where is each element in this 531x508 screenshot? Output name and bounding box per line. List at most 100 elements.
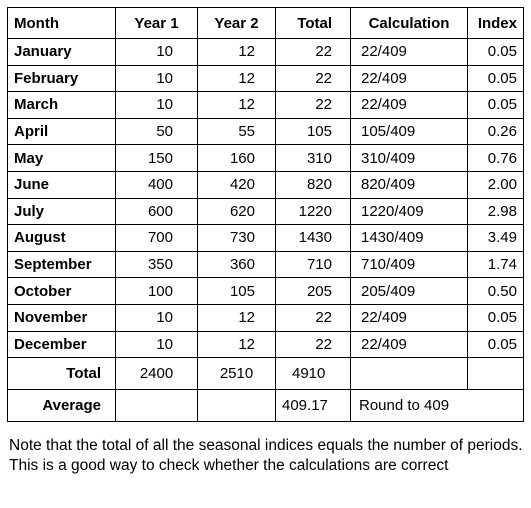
table-row: April 50 55 105 105/409 0.26	[7, 117, 524, 146]
header-year1: Year 1	[115, 7, 198, 39]
year2-cell: 12	[197, 91, 276, 119]
year2-cell: 12	[197, 64, 276, 93]
total-cell: 1220	[275, 197, 351, 226]
year2-cell: 105	[197, 277, 276, 305]
total-calculation-empty	[350, 357, 468, 391]
total-cell: 22	[275, 38, 351, 66]
index-cell: 0.05	[467, 330, 524, 359]
table-row: July 600 620 1220 1220/409 2.98	[7, 197, 524, 226]
total-label: Total	[7, 357, 116, 391]
calculation-cell: 310/409	[350, 144, 468, 172]
table-row: June 400 420 820 820/409 2.00	[7, 170, 524, 199]
total-cell: 820	[275, 170, 351, 199]
total-cell: 205	[275, 277, 351, 305]
header-year2: Year 2	[197, 7, 276, 39]
calculation-cell: 1430/409	[350, 224, 468, 252]
year1-cell: 10	[115, 303, 198, 332]
average-row: Average 409.17 Round to 409	[7, 389, 524, 423]
month-cell: July	[7, 197, 116, 226]
month-cell: January	[7, 38, 116, 66]
year1-cell: 10	[115, 64, 198, 93]
calculation-cell: 22/409	[350, 38, 468, 66]
header-month: Month	[7, 7, 116, 39]
total-cell: 22	[275, 330, 351, 359]
year1-cell: 600	[115, 197, 198, 226]
total-cell: 710	[275, 250, 351, 279]
total-cell: 1430	[275, 224, 351, 252]
year2-cell: 360	[197, 250, 276, 279]
index-cell: 1.74	[467, 250, 524, 279]
year2-cell: 12	[197, 330, 276, 359]
calculation-cell: 710/409	[350, 250, 468, 279]
index-cell: 2.00	[467, 170, 524, 199]
index-cell: 0.05	[467, 91, 524, 119]
index-cell: 2.98	[467, 197, 524, 226]
year2-cell: 620	[197, 197, 276, 226]
year2-cell: 12	[197, 38, 276, 66]
seasonal-index-table: Month Year 1 Year 2 Total Calculation In…	[7, 7, 524, 423]
header-total: Total	[275, 7, 351, 39]
total-total: 4910	[275, 357, 351, 391]
total-row: Total 2400 2510 4910	[7, 357, 524, 391]
year1-cell: 100	[115, 277, 198, 305]
year1-cell: 150	[115, 144, 198, 172]
calculation-cell: 1220/409	[350, 197, 468, 226]
month-cell: June	[7, 170, 116, 199]
index-cell: 3.49	[467, 224, 524, 252]
year2-cell: 730	[197, 224, 276, 252]
calculation-cell: 22/409	[350, 303, 468, 332]
calculation-cell: 22/409	[350, 91, 468, 119]
table-row: August 700 730 1430 1430/409 3.49	[7, 224, 524, 252]
year2-cell: 55	[197, 117, 276, 146]
index-cell: 0.50	[467, 277, 524, 305]
header-index: Index	[467, 7, 524, 39]
index-cell: 0.05	[467, 38, 524, 66]
year1-cell: 10	[115, 91, 198, 119]
calculation-cell: 820/409	[350, 170, 468, 199]
month-cell: February	[7, 64, 116, 93]
table-row: September 350 360 710 710/409 1.74	[7, 250, 524, 279]
table-row: March 10 12 22 22/409 0.05	[7, 91, 524, 119]
total-year1: 2400	[115, 357, 198, 391]
total-cell: 310	[275, 144, 351, 172]
year1-cell: 400	[115, 170, 198, 199]
table-row: December 10 12 22 22/409 0.05	[7, 330, 524, 359]
table-row: May 150 160 310 310/409 0.76	[7, 144, 524, 172]
total-cell: 105	[275, 117, 351, 146]
year2-cell: 420	[197, 170, 276, 199]
header-calculation: Calculation	[350, 7, 468, 39]
footnote: Note that the total of all the seasonal …	[9, 437, 523, 474]
calculation-cell: 205/409	[350, 277, 468, 305]
index-cell: 0.26	[467, 117, 524, 146]
total-cell: 22	[275, 64, 351, 93]
total-cell: 22	[275, 303, 351, 332]
table-row: October 100 105 205 205/409 0.50	[7, 277, 524, 305]
month-cell: August	[7, 224, 116, 252]
month-cell: September	[7, 250, 116, 279]
year1-cell: 50	[115, 117, 198, 146]
year1-cell: 350	[115, 250, 198, 279]
index-cell: 0.05	[467, 303, 524, 332]
average-round-note: Round to 409	[350, 389, 524, 423]
table-row: February 10 12 22 22/409 0.05	[7, 64, 524, 93]
year1-cell: 700	[115, 224, 198, 252]
year2-cell: 160	[197, 144, 276, 172]
month-cell: October	[7, 277, 116, 305]
month-cell: March	[7, 91, 116, 119]
month-cell: May	[7, 144, 116, 172]
year1-cell: 10	[115, 38, 198, 66]
index-cell: 0.05	[467, 64, 524, 93]
header-row: Month Year 1 Year 2 Total Calculation In…	[7, 7, 524, 39]
month-cell: December	[7, 330, 116, 359]
year2-cell: 12	[197, 303, 276, 332]
average-label: Average	[7, 389, 116, 423]
calculation-cell: 22/409	[350, 330, 468, 359]
index-cell: 0.76	[467, 144, 524, 172]
month-cell: November	[7, 303, 116, 332]
table-row: January 10 12 22 22/409 0.05	[7, 38, 524, 66]
total-year2: 2510	[197, 357, 276, 391]
table-row: November 10 12 22 22/409 0.05	[7, 303, 524, 332]
average-year1-empty	[115, 389, 198, 423]
month-cell: April	[7, 117, 116, 146]
average-total: 409.17	[275, 389, 351, 423]
